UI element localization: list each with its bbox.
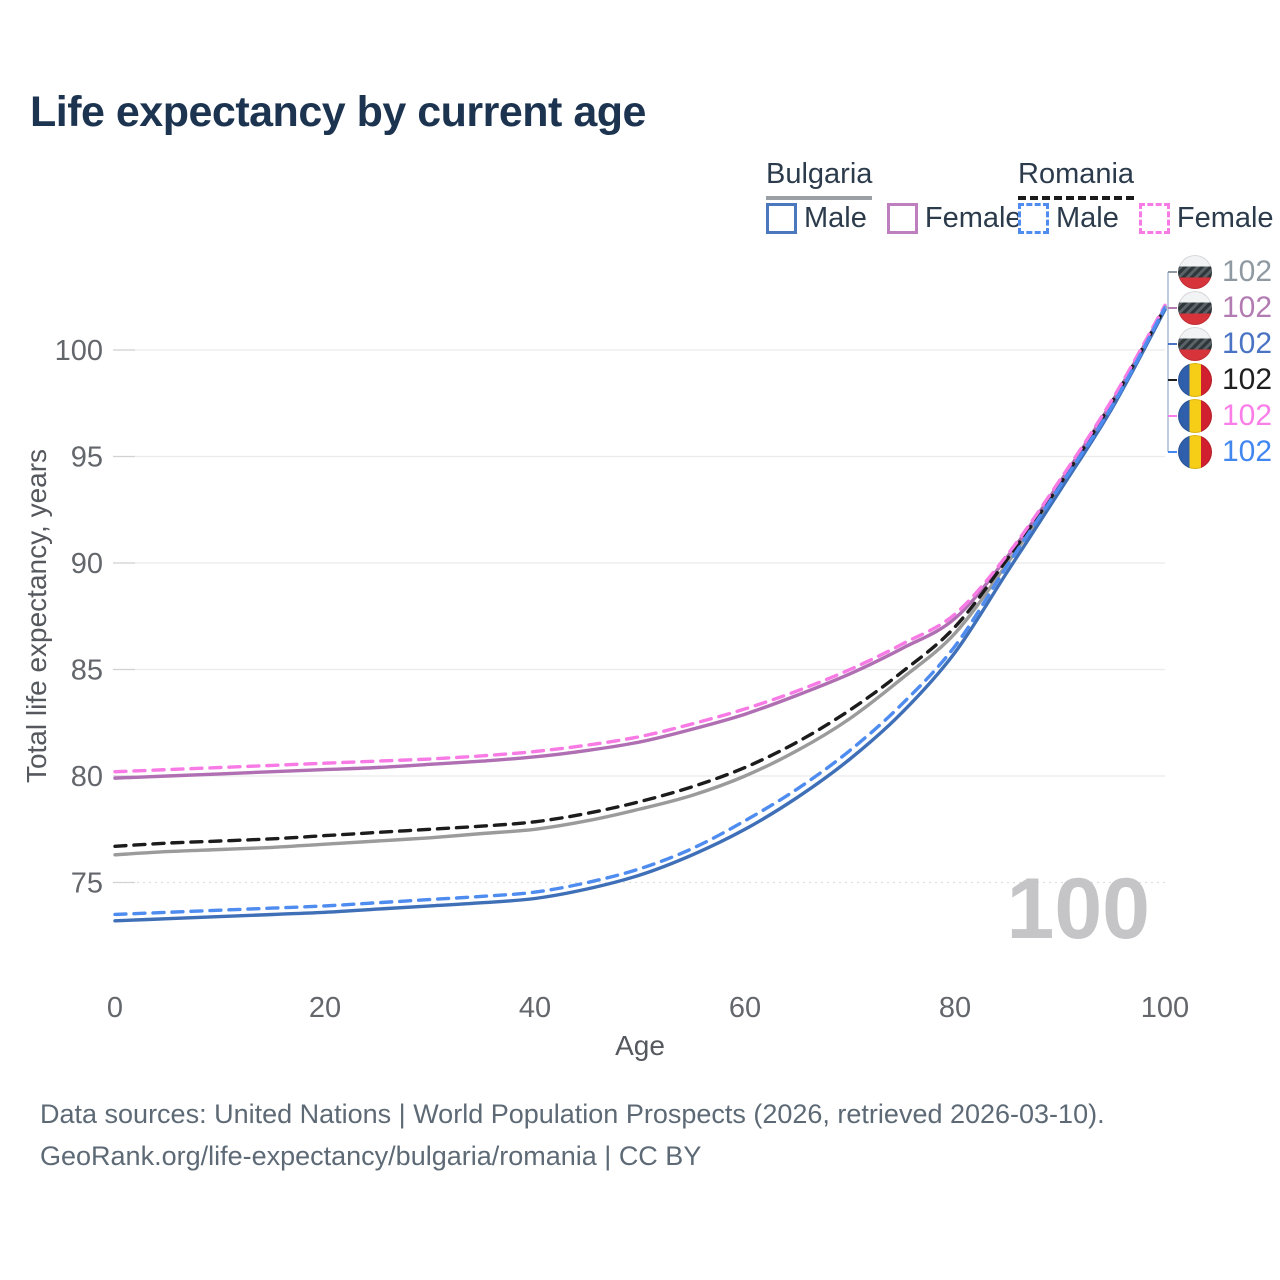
end-label-row-romania-4: 102 (1178, 398, 1272, 434)
legend-group-bulgaria: Bulgaria (766, 158, 873, 200)
romania-flag-icon (1178, 435, 1212, 469)
series-line-romania-total[interactable] (113, 305, 1167, 848)
x-tick-label-0: 0 (107, 992, 123, 1024)
x-tick-label-40: 40 (519, 992, 551, 1024)
x-tick-label-100: 100 (1141, 992, 1189, 1024)
age-counter-watermark: 100 (1006, 861, 1151, 957)
bulgaria-flag-icon (1178, 327, 1212, 361)
y-axis-title: Total life expectancy, years (21, 449, 52, 783)
legend-swatch-romania-male[interactable] (1018, 203, 1049, 234)
series-line-bulgaria-male[interactable] (113, 307, 1167, 923)
legend-row-romania: Male Female (1018, 202, 1280, 235)
series-line-romania-male[interactable] (113, 305, 1167, 917)
footer: Data sources: United Nations | World Pop… (40, 1094, 1105, 1178)
y-tick-label-80: 80 (71, 761, 103, 793)
y-tick-label-75: 75 (71, 868, 103, 900)
bulgaria-flag-icon (1178, 291, 1212, 325)
x-tick-label-60: 60 (729, 992, 761, 1024)
legend-swatch-romania-female[interactable] (1138, 203, 1170, 234)
x-tick-label-20: 20 (309, 992, 341, 1024)
end-label-row-romania-3: 102 (1178, 362, 1272, 398)
end-label-row-bulgaria-1: 102 (1178, 290, 1272, 326)
y-tick-label-90: 90 (71, 548, 103, 580)
footer-attribution: GeoRank.org/life-expectancy/bulgaria/rom… (40, 1140, 702, 1171)
footer-data-sources: Data sources: United Nations | World Pop… (40, 1099, 1105, 1129)
legend-label-romania-male[interactable]: Male (1056, 202, 1119, 234)
end-label-row-romania-5: 102 (1178, 434, 1272, 470)
series-end-labels: 102 102 102 102 102 102 (1178, 254, 1272, 470)
legend-label-bulgaria-female[interactable]: Female (924, 202, 1022, 234)
bulgaria-flag-icon (1178, 255, 1212, 289)
legend-label-romania-female[interactable]: Female (1176, 202, 1274, 234)
legend-label-bulgaria-male[interactable]: Male (804, 202, 867, 234)
end-label-row-bulgaria-2: 102 (1178, 326, 1272, 362)
legend-group-romania: Romania (1018, 158, 1135, 200)
end-value-label: 102 (1222, 363, 1273, 396)
end-value-label: 102 (1222, 255, 1273, 288)
end-label-row-bulgaria-0: 102 (1178, 254, 1272, 290)
x-tick-label-80: 80 (939, 992, 971, 1024)
end-value-label: 102 (1222, 327, 1273, 360)
end-value-label: 102 (1222, 291, 1273, 324)
series-line-romania-female[interactable] (113, 303, 1167, 774)
y-tick-label-95: 95 (71, 442, 103, 474)
romania-flag-icon (1178, 363, 1212, 397)
romania-flag-icon (1178, 399, 1212, 433)
life-expectancy-chart: 75 80 85 90 95 100 0 20 40 60 80 100 Age Total life e… (21, 271, 1189, 1061)
legend-row-bulgaria: Male Female (766, 202, 1042, 235)
x-axis-title: Age (615, 1030, 665, 1061)
legend-swatch-bulgaria-female[interactable] (886, 203, 918, 234)
end-value-label: 102 (1222, 399, 1273, 432)
end-value-label: 102 (1222, 435, 1273, 468)
y-tick-label-100: 100 (55, 335, 103, 367)
page-title: Life expectancy by current age (30, 88, 646, 136)
legend-swatch-bulgaria-male[interactable] (766, 203, 797, 234)
y-tick-label-85: 85 (71, 655, 103, 687)
series-line-bulgaria-female[interactable] (113, 305, 1167, 780)
legend-country-romania[interactable]: Romania (1018, 158, 1135, 200)
legend-country-bulgaria[interactable]: Bulgaria (766, 158, 873, 200)
